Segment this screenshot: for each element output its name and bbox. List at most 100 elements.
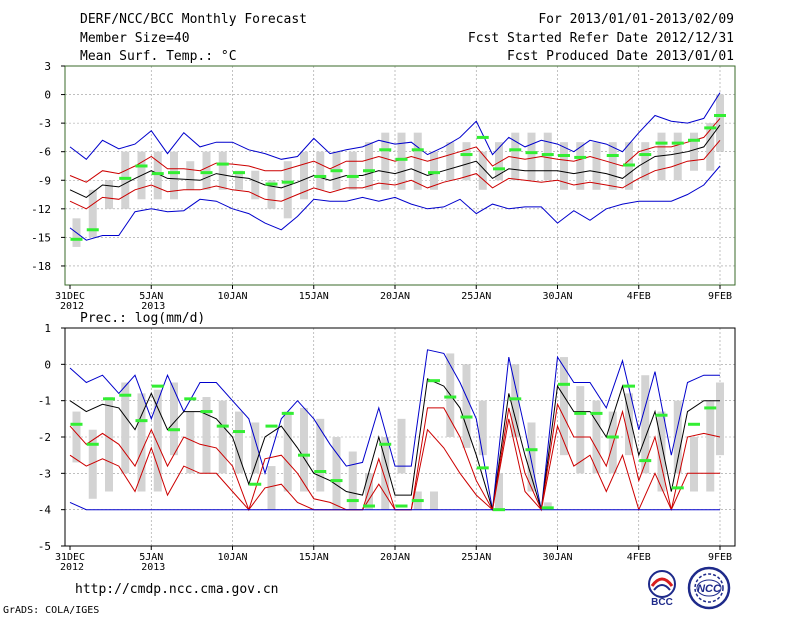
temp-xtick-label: 25JAN bbox=[461, 291, 491, 302]
temp-obs-mark bbox=[151, 172, 164, 176]
temp-xtick-label: 4FEB bbox=[627, 291, 651, 302]
temp-xtick-label: 10JAN bbox=[217, 291, 247, 302]
temp-line-min bbox=[69, 165, 721, 241]
ncc-logo: NCC bbox=[687, 566, 731, 610]
prec-obs-mark bbox=[119, 393, 132, 397]
source-url[interactable]: http://cmdp.ncc.cma.gov.cn bbox=[75, 582, 279, 597]
temp-spread-box bbox=[153, 151, 162, 200]
temp-spread-box bbox=[576, 142, 585, 190]
prec-xtick-label: 15JAN bbox=[299, 552, 329, 563]
temp-ytick-label: 3 bbox=[44, 60, 51, 73]
temp-obs-mark bbox=[330, 169, 343, 173]
temp-obs-mark bbox=[428, 171, 440, 175]
prec-ytick-label: -1 bbox=[38, 395, 51, 408]
temp-obs-mark bbox=[216, 162, 229, 166]
temp-obs-mark bbox=[411, 148, 424, 152]
prec-obs-mark bbox=[558, 382, 570, 386]
temp-spread-box bbox=[251, 170, 260, 200]
prec-spread-box bbox=[511, 364, 520, 437]
prec-obs-mark bbox=[509, 397, 522, 401]
prec-obs-mark bbox=[184, 397, 197, 401]
prec-spread-box bbox=[153, 389, 162, 492]
temp-ytick-label: 0 bbox=[44, 89, 51, 102]
temp-xtick-label: 2013 bbox=[141, 301, 165, 312]
prec-obs-mark bbox=[639, 459, 652, 463]
precip-panel-title: Prec.: log(mm/d) bbox=[80, 311, 206, 326]
temp-obs-mark bbox=[688, 138, 700, 142]
temp-ytick-label: -15 bbox=[31, 231, 51, 244]
prec-spread-box bbox=[283, 411, 292, 492]
temp-spread-box bbox=[105, 180, 113, 209]
temp-spread-box bbox=[365, 142, 373, 190]
temp-obs-mark bbox=[714, 114, 726, 118]
prec-spread-box bbox=[462, 364, 471, 448]
prec-ytick-label: -5 bbox=[38, 540, 51, 553]
prec-obs-mark bbox=[671, 486, 684, 490]
temp-spread-box bbox=[478, 151, 487, 190]
prec-spread-box bbox=[673, 400, 682, 474]
temp-obs-mark bbox=[606, 154, 619, 158]
prec-spread-box bbox=[186, 411, 195, 474]
temp-spread-box bbox=[170, 151, 178, 200]
temp-xtick-label: 15JAN bbox=[299, 291, 329, 302]
prec-xtick-label: 4FEB bbox=[627, 552, 651, 563]
prec-spread-box bbox=[641, 375, 650, 474]
temp-spread-box bbox=[348, 151, 357, 190]
temp-spread-box bbox=[300, 151, 308, 200]
prec-obs-mark bbox=[395, 504, 408, 508]
prec-obs-mark bbox=[460, 415, 473, 419]
prec-xtick-label: 2013 bbox=[141, 562, 165, 573]
prec-spread-box bbox=[300, 407, 308, 492]
prec-xtick-label: 20JAN bbox=[380, 552, 410, 563]
bcc-logo-text: BCC bbox=[651, 597, 673, 608]
prec-spread-box bbox=[716, 382, 724, 456]
temp-spread-box bbox=[495, 142, 503, 181]
temp-spread-box bbox=[511, 132, 520, 181]
prec-obs-mark bbox=[444, 395, 457, 399]
temp-spread-box bbox=[381, 132, 390, 190]
prec-spread-box bbox=[706, 400, 715, 492]
prec-spread-box bbox=[527, 422, 536, 492]
prec-spread-box bbox=[625, 393, 633, 456]
prec-spread-box bbox=[657, 411, 666, 492]
temp-obs-mark bbox=[281, 180, 294, 184]
prec-ytick-label: 1 bbox=[44, 322, 51, 335]
prec-spread-box bbox=[121, 382, 130, 474]
prec-spread-box bbox=[251, 422, 260, 474]
prec-obs-mark bbox=[493, 508, 505, 512]
temp-obs-mark bbox=[476, 135, 489, 139]
prec-spread-box bbox=[365, 473, 373, 510]
temp-xtick-label: 30JAN bbox=[542, 291, 572, 302]
prec-spread-box bbox=[560, 357, 568, 456]
temp-obs-mark bbox=[704, 126, 717, 130]
temp-line-mean bbox=[69, 124, 721, 198]
prec-spread-box bbox=[576, 386, 585, 474]
temp-spread-box bbox=[446, 142, 455, 181]
temp-spread-box bbox=[430, 151, 438, 190]
temp-obs-mark bbox=[509, 148, 522, 152]
chart-title: DERF/NCC/BCC Monthly Forecast bbox=[80, 12, 307, 27]
prec-spread-box bbox=[348, 451, 357, 510]
prec-spread-box bbox=[235, 411, 243, 474]
prec-obs-mark bbox=[200, 410, 213, 414]
prec-spread-box bbox=[397, 418, 406, 474]
temp-xtick-label: 9FEB bbox=[708, 291, 732, 302]
temp-obs-mark bbox=[639, 153, 652, 157]
prec-ytick-label: 0 bbox=[44, 358, 51, 371]
temp-ytick-label: -6 bbox=[38, 146, 51, 159]
prec-spread-box bbox=[608, 411, 617, 474]
prec-obs-mark bbox=[655, 413, 668, 417]
prec-spread-box bbox=[267, 466, 276, 510]
prec-spread-box bbox=[430, 491, 438, 510]
temp-obs-mark bbox=[70, 237, 83, 241]
temp-obs-mark bbox=[493, 167, 505, 171]
temp-obs-mark bbox=[655, 141, 668, 145]
temp-xtick-label: 2012 bbox=[60, 301, 84, 312]
prec-spread-box bbox=[72, 411, 81, 463]
prec-obs-mark bbox=[704, 406, 717, 410]
temp-obs-mark bbox=[525, 151, 538, 155]
temp-spread-box bbox=[592, 142, 601, 190]
